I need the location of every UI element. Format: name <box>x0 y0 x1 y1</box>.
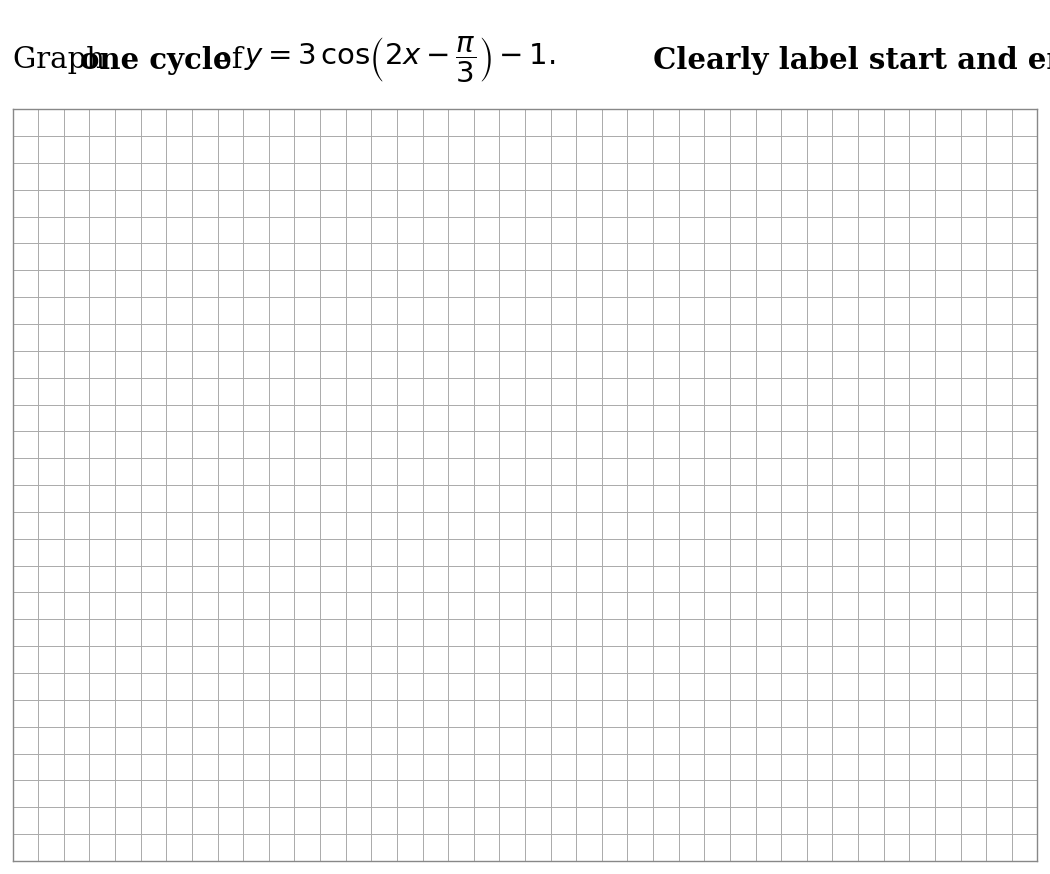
Text: Clearly label start and end values.: Clearly label start and end values. <box>643 45 1050 74</box>
Text: of: of <box>205 46 252 74</box>
Text: $y = 3\,\cos\!\left(2x - \dfrac{\pi}{3}\right) - 1.$: $y = 3\,\cos\!\left(2x - \dfrac{\pi}{3}\… <box>244 35 554 85</box>
Text: Graph: Graph <box>13 46 113 74</box>
Text: one cycle: one cycle <box>80 45 231 74</box>
